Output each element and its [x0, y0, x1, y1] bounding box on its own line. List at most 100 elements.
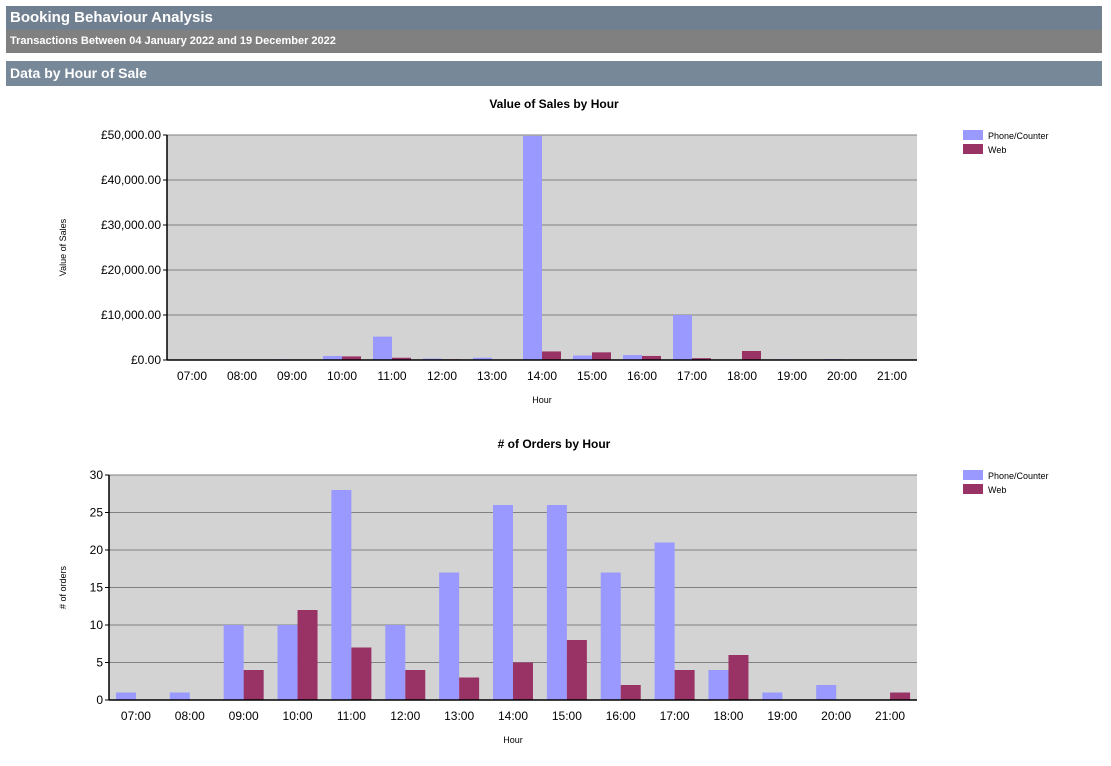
y-tick-label: 5 [96, 656, 103, 670]
x-tick-label: 21:00 [875, 709, 905, 723]
bar-web [297, 610, 318, 700]
x-tick-label: 08:00 [227, 369, 257, 383]
x-tick-label: 10:00 [283, 709, 313, 723]
y-tick-label: 15 [90, 581, 104, 595]
x-axis-label: Hour [503, 735, 523, 745]
x-tick-label: 20:00 [821, 709, 851, 723]
x-tick-label: 17:00 [660, 709, 690, 723]
bar-phone-counter [385, 625, 406, 700]
x-tick-label: 12:00 [390, 709, 420, 723]
orders-count-chart: # of Orders by Hour 0 5 10 15 20 25 30 07:00 08:0… [58, 437, 1049, 745]
bar-phone-counter [623, 355, 642, 360]
x-tick-label: 19:00 [767, 709, 797, 723]
bar-phone-counter [762, 692, 783, 700]
x-tick-label: 12:00 [427, 369, 457, 383]
sales-value-chart: Value of Sales by Hour £0.00 £10,000.00 £20… [58, 97, 1049, 405]
bar-phone-counter [816, 685, 837, 700]
x-tick-label: 18:00 [727, 369, 757, 383]
x-tick-label: 20:00 [827, 369, 857, 383]
bar-web [642, 355, 661, 360]
legend-swatch-phone-counter [963, 470, 983, 480]
legend-label-phone-counter: Phone/Counter [988, 131, 1049, 141]
bar-web [405, 670, 426, 700]
legend-label-web: Web [988, 485, 1006, 495]
x-tick-label: 08:00 [175, 709, 205, 723]
bar-web [542, 351, 561, 360]
bar-web [566, 640, 587, 700]
y-tick-label: £40,000.00 [101, 173, 161, 187]
x-tick-label: 16:00 [627, 369, 657, 383]
bar-phone-counter [223, 625, 244, 700]
bar-phone-counter [169, 692, 190, 700]
legend-label-phone-counter: Phone/Counter [988, 471, 1049, 481]
y-tick-label: 0 [96, 693, 103, 707]
bar-web [592, 352, 611, 360]
legend-swatch-web [963, 484, 983, 494]
legend-swatch-web [963, 144, 983, 154]
bar-phone-counter [115, 692, 136, 700]
bar-web [351, 647, 372, 700]
bar-phone-counter [673, 315, 692, 360]
section-title: Data by Hour of Sale [6, 61, 1102, 86]
legend-label-web: Web [988, 145, 1006, 155]
y-axis-label: Value of Sales [58, 218, 68, 276]
report-subtitle: Transactions Between 04 January 2022 and… [6, 30, 1102, 53]
bar-web [342, 356, 361, 360]
y-tick-label: £20,000.00 [101, 263, 161, 277]
x-tick-label: 13:00 [444, 709, 474, 723]
x-tick-label: 15:00 [552, 709, 582, 723]
x-tick-label: 09:00 [277, 369, 307, 383]
x-tick-label: 11:00 [337, 709, 366, 723]
x-tick-label: 10:00 [327, 369, 357, 383]
chart-title: Value of Sales by Hour [489, 97, 619, 111]
y-tick-label: £30,000.00 [101, 218, 161, 232]
bar-phone-counter [473, 357, 492, 360]
report-title: Booking Behaviour Analysis [6, 6, 1102, 30]
bar-web [728, 655, 749, 700]
bar-web [890, 692, 911, 700]
y-axis-label: # of orders [58, 565, 68, 609]
bar-web [742, 351, 761, 360]
x-tick-label: 11:00 [377, 369, 406, 383]
bar-phone-counter [546, 505, 567, 700]
x-tick-label: 19:00 [777, 369, 807, 383]
bar-phone-counter [573, 355, 592, 360]
bar-phone-counter [708, 670, 729, 700]
x-tick-label: 15:00 [577, 369, 607, 383]
x-tick-label: 17:00 [677, 369, 707, 383]
bar-web [620, 685, 641, 700]
bar-web [459, 677, 480, 700]
bar-web [674, 670, 695, 700]
bar-phone-counter [277, 625, 298, 700]
x-tick-label: 07:00 [177, 369, 207, 383]
bar-phone-counter [600, 572, 621, 700]
x-tick-label: 14:00 [527, 369, 557, 383]
bar-web [392, 357, 411, 360]
chart-title: # of Orders by Hour [498, 437, 611, 451]
legend-swatch-phone-counter [963, 130, 983, 140]
bar-phone-counter [331, 490, 352, 700]
x-tick-label: 07:00 [121, 709, 151, 723]
bar-web [243, 670, 264, 700]
y-tick-label: 25 [90, 506, 104, 520]
y-tick-label: £0.00 [131, 353, 161, 367]
x-tick-label: 16:00 [606, 709, 636, 723]
bar-web [513, 662, 533, 700]
y-tick-label: 30 [90, 468, 104, 482]
bar-phone-counter [654, 542, 675, 700]
x-tick-label: 14:00 [498, 709, 528, 723]
x-tick-label: 18:00 [713, 709, 743, 723]
y-tick-label: £50,000.00 [101, 128, 161, 142]
x-tick-label: 09:00 [229, 709, 259, 723]
bar-web [692, 358, 711, 360]
bar-phone-counter [373, 336, 392, 360]
x-tick-label: 21:00 [877, 369, 907, 383]
bar-phone-counter [439, 572, 460, 700]
y-tick-label: £10,000.00 [101, 308, 161, 322]
x-axis-label: Hour [532, 395, 552, 405]
x-tick-label: 13:00 [477, 369, 507, 383]
bar-phone-counter [493, 505, 513, 700]
y-tick-label: 20 [90, 543, 104, 557]
y-tick-label: 10 [90, 618, 104, 632]
bar-phone-counter [523, 135, 542, 360]
